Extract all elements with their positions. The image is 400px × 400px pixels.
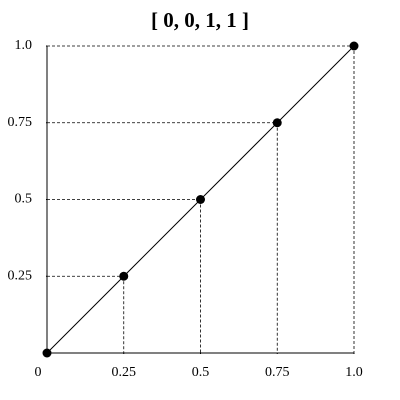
x-tick-label: 0 (35, 365, 42, 380)
point (196, 195, 205, 204)
y-tick-label: 1.0 (15, 38, 33, 53)
x-tick-label: 0.25 (112, 365, 137, 380)
chart-title: [ 0, 0, 1, 1 ] (151, 8, 249, 32)
point (272, 118, 282, 128)
y-tick-label: 0.75 (8, 115, 33, 130)
x-tick-label: 0.5 (192, 365, 210, 380)
y-tick-label: 0.25 (8, 268, 33, 283)
x-tick-label: 0.75 (265, 365, 290, 380)
point (119, 271, 129, 281)
point (349, 41, 359, 51)
y-tick-label: 0.5 (15, 192, 33, 207)
point (42, 348, 52, 358)
x-tick-label: 1.0 (345, 365, 363, 380)
